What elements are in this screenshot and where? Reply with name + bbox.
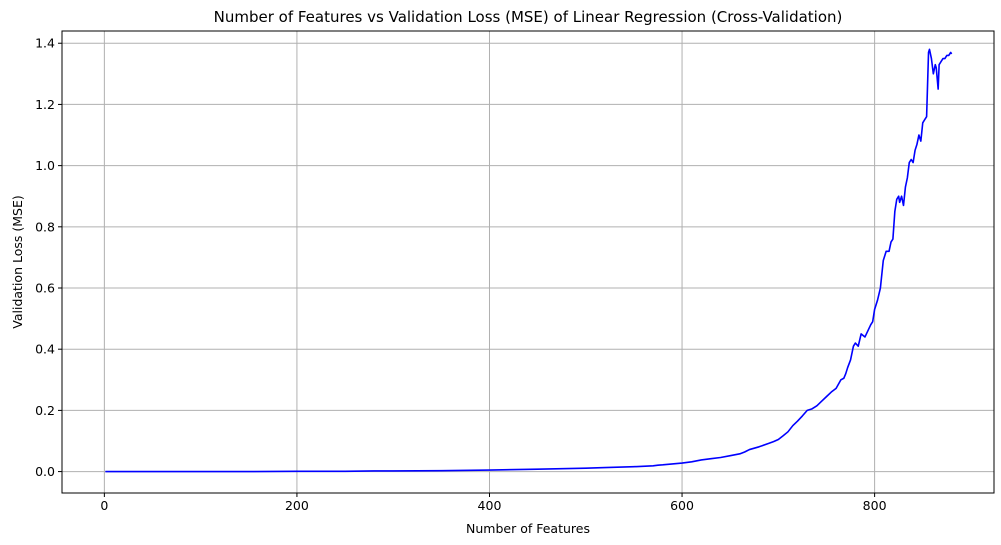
x-tick-label: 200 bbox=[285, 498, 309, 513]
y-tick-label: 1.2 bbox=[35, 97, 55, 112]
x-tick-label: 800 bbox=[863, 498, 887, 513]
y-tick-label: 0.4 bbox=[35, 342, 55, 357]
y-tick-label: 0.8 bbox=[35, 219, 55, 234]
y-tick-label: 0.0 bbox=[35, 464, 55, 479]
series-line-0 bbox=[105, 48, 953, 473]
axis-ticks: 0 200 400 600 800 0.0 0.2 0.4 0.6 0.8 1.0 1.2 1.4 bbox=[35, 36, 886, 513]
y-tick-label: 1.4 bbox=[35, 36, 55, 51]
y-tick-label: 1.0 bbox=[35, 158, 55, 173]
y-tick-label: 0.2 bbox=[35, 403, 55, 418]
x-tick-label: 400 bbox=[478, 498, 502, 513]
x-tick-label: 0 bbox=[100, 498, 108, 513]
y-tick-label: 0.6 bbox=[35, 281, 55, 296]
x-axis-label: Number of Features bbox=[466, 521, 590, 536]
plot-area-frame bbox=[61, 30, 995, 494]
chart-title: Number of Features vs Validation Loss (M… bbox=[214, 8, 843, 26]
series-layer bbox=[105, 48, 953, 473]
x-tick-label: 600 bbox=[670, 498, 694, 513]
y-axis-label: Validation Loss (MSE) bbox=[10, 195, 25, 328]
